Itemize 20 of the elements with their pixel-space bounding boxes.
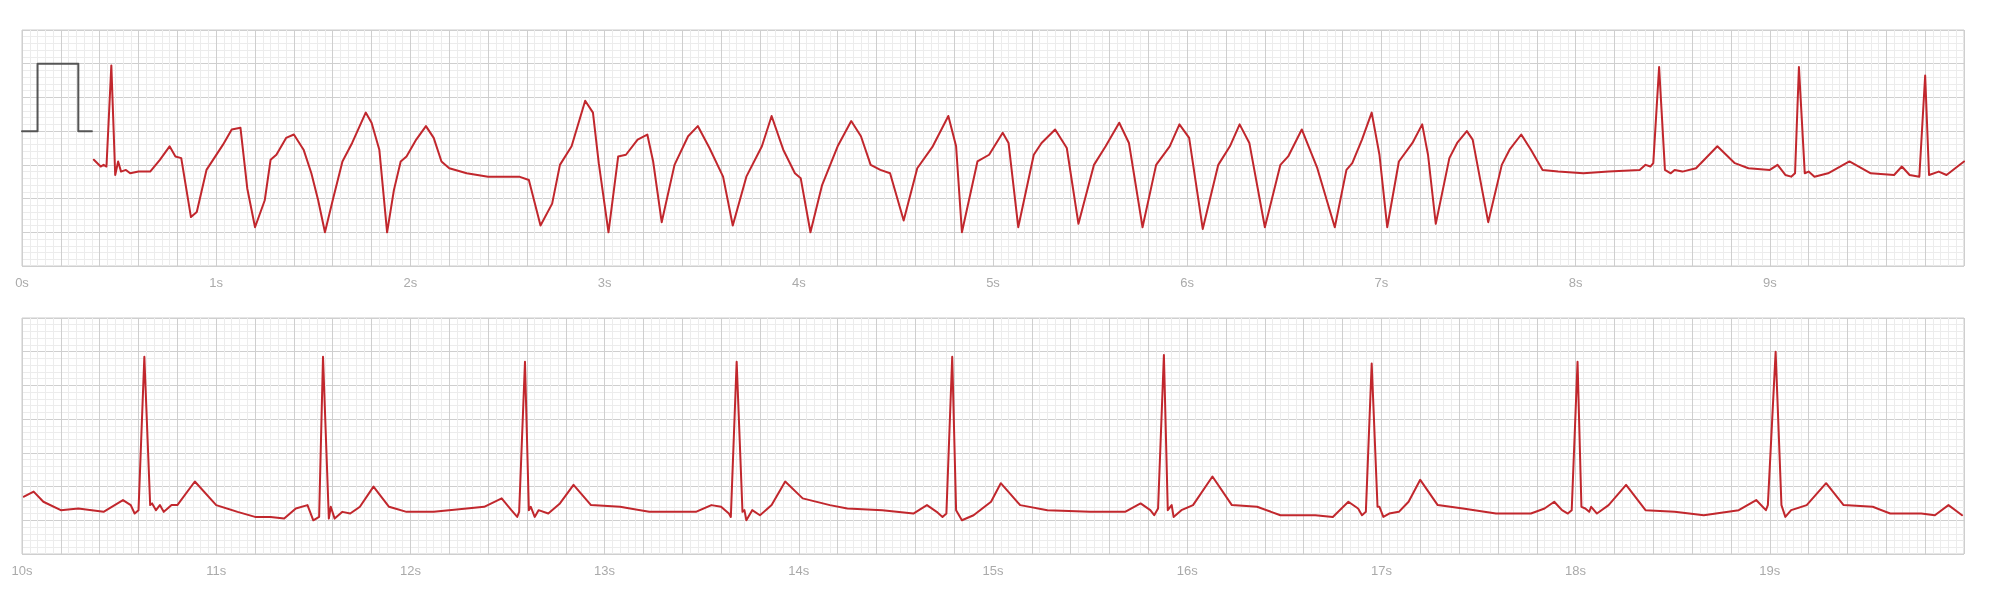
x-tick-label: 7s xyxy=(1374,275,1389,290)
x-tick-label: 9s xyxy=(1762,275,1778,290)
x-tick-label: 5s xyxy=(986,275,1001,290)
x-tick-label: 4s xyxy=(791,275,807,290)
x-tick-label: 6s xyxy=(1180,275,1195,290)
x-tick-label: 17s xyxy=(1370,563,1393,578)
x-tick-label: 16s xyxy=(1176,563,1199,578)
x-tick-label: 10s xyxy=(11,563,33,578)
x-tick-label: 2s xyxy=(403,275,418,290)
x-tick-label: 8s xyxy=(1568,275,1583,290)
x-tick-label: 11s xyxy=(206,563,227,578)
x-tick-label: 18s xyxy=(1565,563,1587,578)
x-tick-label: 19s xyxy=(1759,563,1781,578)
x-tick-label: 15s xyxy=(982,563,1004,578)
x-tick-label: 3s xyxy=(597,275,612,290)
x-tick-label: 1s xyxy=(209,275,224,290)
x-tick-label: 12s xyxy=(399,563,422,578)
x-tick-label: 0s xyxy=(15,275,30,290)
x-tick-label: 14s xyxy=(788,563,810,578)
x-tick-label: 13s xyxy=(594,563,616,578)
